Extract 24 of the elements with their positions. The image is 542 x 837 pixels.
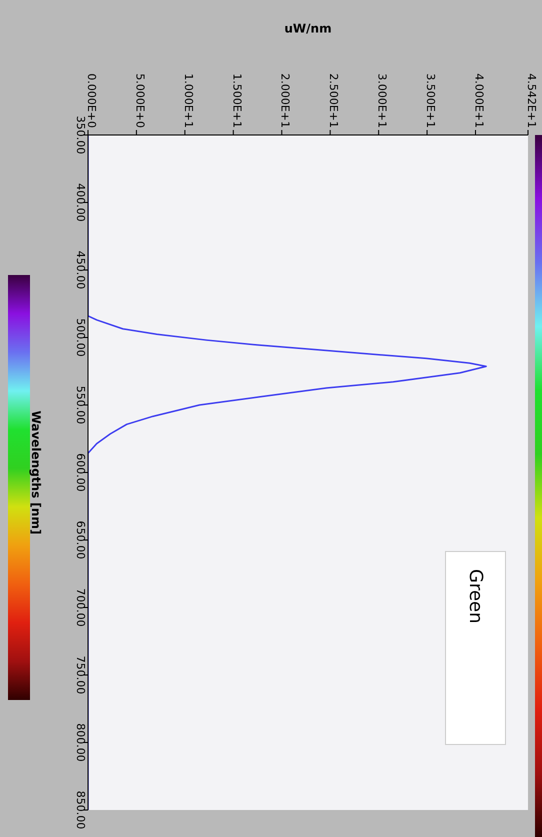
y-axis-title: Wavelengths [nm] [28,410,43,534]
x-tick-label: 2.000E+1 [278,73,292,128]
y-tick-label: 850.00 [74,790,88,830]
x-tick-label: 0.000E+0 [85,73,98,128]
x-axis-title: uW/nm [284,22,332,36]
x-tick-label: 2.500E+1 [327,73,340,128]
x-tick-label: 5.000E+0 [133,73,146,128]
x-tick-label: 1.000E+1 [182,73,195,128]
y-tick-label: 750.00 [74,656,88,694]
y-tick-label: 500.00 [74,318,88,357]
y-tick-label: 800.00 [74,723,88,762]
y-tick-label: 450.00 [74,250,88,290]
y-tick-label: 400.00 [74,183,88,222]
x-tick-label: 3.500E+1 [424,73,438,128]
y-tick-label: 350.00 [74,116,88,154]
annotation: Green [464,569,487,624]
y-tick-label: 600.00 [74,453,88,492]
y-tick-label: 700.00 [74,588,88,627]
x-tick-label: 3.000E+1 [376,73,389,128]
y-tick-label: 650.00 [74,520,88,560]
y-tick-label: 550.00 [74,386,88,424]
x-tick-label: 4.000E+1 [472,73,486,128]
x-tick-label: 4.542E+1 [525,73,538,128]
x-tick-label: 1.500E+1 [230,73,244,128]
